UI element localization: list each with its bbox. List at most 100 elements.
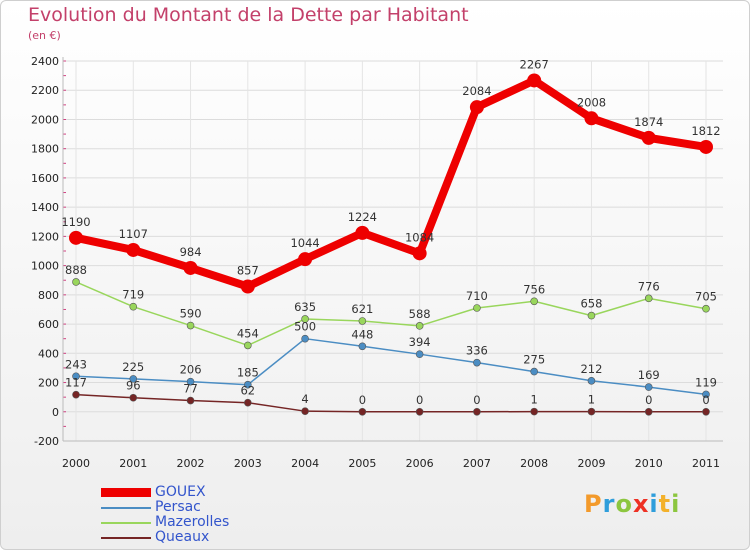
data-point-gouex [126, 242, 141, 257]
data-label-gouex: 1874 [634, 115, 663, 129]
data-label-queaux: 0 [473, 393, 480, 407]
data-label-gouex: 2084 [462, 84, 491, 98]
y-tick-label: 1800 [31, 143, 59, 156]
data-point-persac [702, 390, 710, 399]
x-tick-label: 2003 [234, 457, 262, 470]
data-point-mazerolles [186, 321, 195, 330]
chart-subtitle: (en €) [28, 29, 61, 42]
data-point-gouex [699, 139, 713, 154]
legend-label: Mazerolles [155, 514, 230, 530]
data-point-gouex [69, 230, 83, 245]
data-point-persac [644, 383, 653, 391]
legend-item: Persac [101, 500, 229, 515]
legend-label: Persac [155, 499, 201, 515]
data-label-queaux: 1 [531, 393, 538, 407]
data-point-queaux [129, 393, 138, 402]
data-point-mazerolles [415, 322, 424, 330]
data-point-mazerolles [530, 297, 538, 306]
data-point-queaux [473, 407, 481, 416]
y-tick-label: -200 [34, 435, 59, 448]
data-point-persac [72, 372, 80, 381]
data-point-queaux [415, 407, 424, 416]
x-tick-label: 2000 [62, 457, 90, 470]
x-tick-label: 2004 [291, 457, 319, 470]
y-tick-label: 0 [52, 406, 59, 419]
data-point-mazerolles [301, 315, 309, 323]
data-label-queaux: 0 [702, 393, 709, 407]
data-label-mazerolles: 621 [351, 302, 373, 316]
data-label-gouex: 1190 [61, 215, 90, 229]
legend-label: GOUEX [155, 484, 206, 500]
data-point-queaux [702, 407, 710, 416]
y-tick-label: 2200 [31, 84, 59, 97]
data-point-mazerolles [702, 304, 710, 313]
data-label-mazerolles: 454 [237, 326, 259, 340]
chart-title: Evolution du Montant de la Dette par Hab… [28, 4, 469, 26]
data-point-persac [129, 375, 138, 383]
data-label-persac: 212 [580, 362, 602, 376]
data-point-persac [358, 342, 367, 351]
series-line-mazerolles [75, 281, 707, 347]
data-label-queaux: 4 [301, 392, 308, 406]
data-point-gouex [355, 225, 370, 240]
chart-legend: GOUEX Persac Mazerolles Queaux [101, 485, 229, 545]
data-label-mazerolles: 635 [294, 300, 316, 314]
data-label-gouex: 2008 [577, 95, 606, 109]
logo-letter: i [671, 490, 681, 518]
data-point-gouex [412, 246, 427, 261]
legend-item: Mazerolles [101, 515, 229, 530]
data-point-queaux [530, 407, 538, 416]
data-label-persac: 394 [409, 335, 431, 349]
data-label-gouex: 857 [237, 264, 259, 278]
series-line-gouex [75, 76, 707, 291]
legend-swatch [101, 488, 151, 497]
data-label-queaux: 0 [359, 393, 366, 407]
data-point-gouex [641, 130, 656, 145]
data-point-persac [244, 380, 252, 389]
data-label-mazerolles: 705 [695, 290, 717, 304]
data-label-persac: 336 [466, 344, 488, 358]
data-point-queaux [358, 407, 367, 416]
data-point-queaux [186, 396, 195, 405]
data-point-mazerolles [244, 341, 252, 350]
data-label-queaux: 96 [126, 379, 141, 393]
data-label-mazerolles: 588 [409, 307, 431, 321]
data-label-gouex: 1107 [119, 227, 148, 241]
data-label-mazerolles: 776 [638, 279, 660, 293]
data-point-gouex [240, 279, 255, 294]
data-point-mazerolles [473, 304, 481, 312]
legend-swatch [101, 521, 151, 524]
data-point-persac [587, 376, 596, 385]
data-point-queaux [72, 390, 80, 399]
data-label-persac: 119 [695, 375, 717, 389]
logo-letter: o [615, 490, 633, 518]
data-point-gouex [584, 111, 599, 126]
data-point-gouex [469, 100, 484, 115]
data-label-gouex: 1084 [405, 230, 434, 244]
x-tick-label: 2001 [119, 457, 147, 470]
x-tick-label: 2002 [177, 457, 205, 470]
data-label-mazerolles: 658 [580, 297, 602, 311]
data-label-queaux: 62 [240, 384, 255, 398]
data-point-persac [473, 358, 481, 367]
data-label-persac: 448 [351, 327, 373, 341]
series-line-persac [75, 337, 707, 396]
data-label-queaux: 1 [588, 393, 595, 407]
data-label-queaux: 117 [65, 376, 87, 390]
data-label-gouex: 1044 [290, 236, 319, 250]
y-tick-label: 1400 [31, 201, 59, 214]
data-point-mazerolles [644, 294, 653, 303]
data-label-gouex: 1812 [691, 124, 720, 138]
data-label-gouex: 984 [180, 245, 202, 259]
y-tick-label: 1000 [31, 260, 59, 273]
data-label-queaux: 0 [645, 393, 652, 407]
data-label-persac: 243 [65, 357, 87, 371]
data-point-persac [186, 377, 195, 386]
data-point-queaux [301, 407, 309, 415]
x-tick-label: 2007 [463, 457, 491, 470]
series-line-queaux [75, 393, 706, 413]
logo-letter: i [649, 490, 659, 518]
data-point-gouex [298, 252, 313, 267]
